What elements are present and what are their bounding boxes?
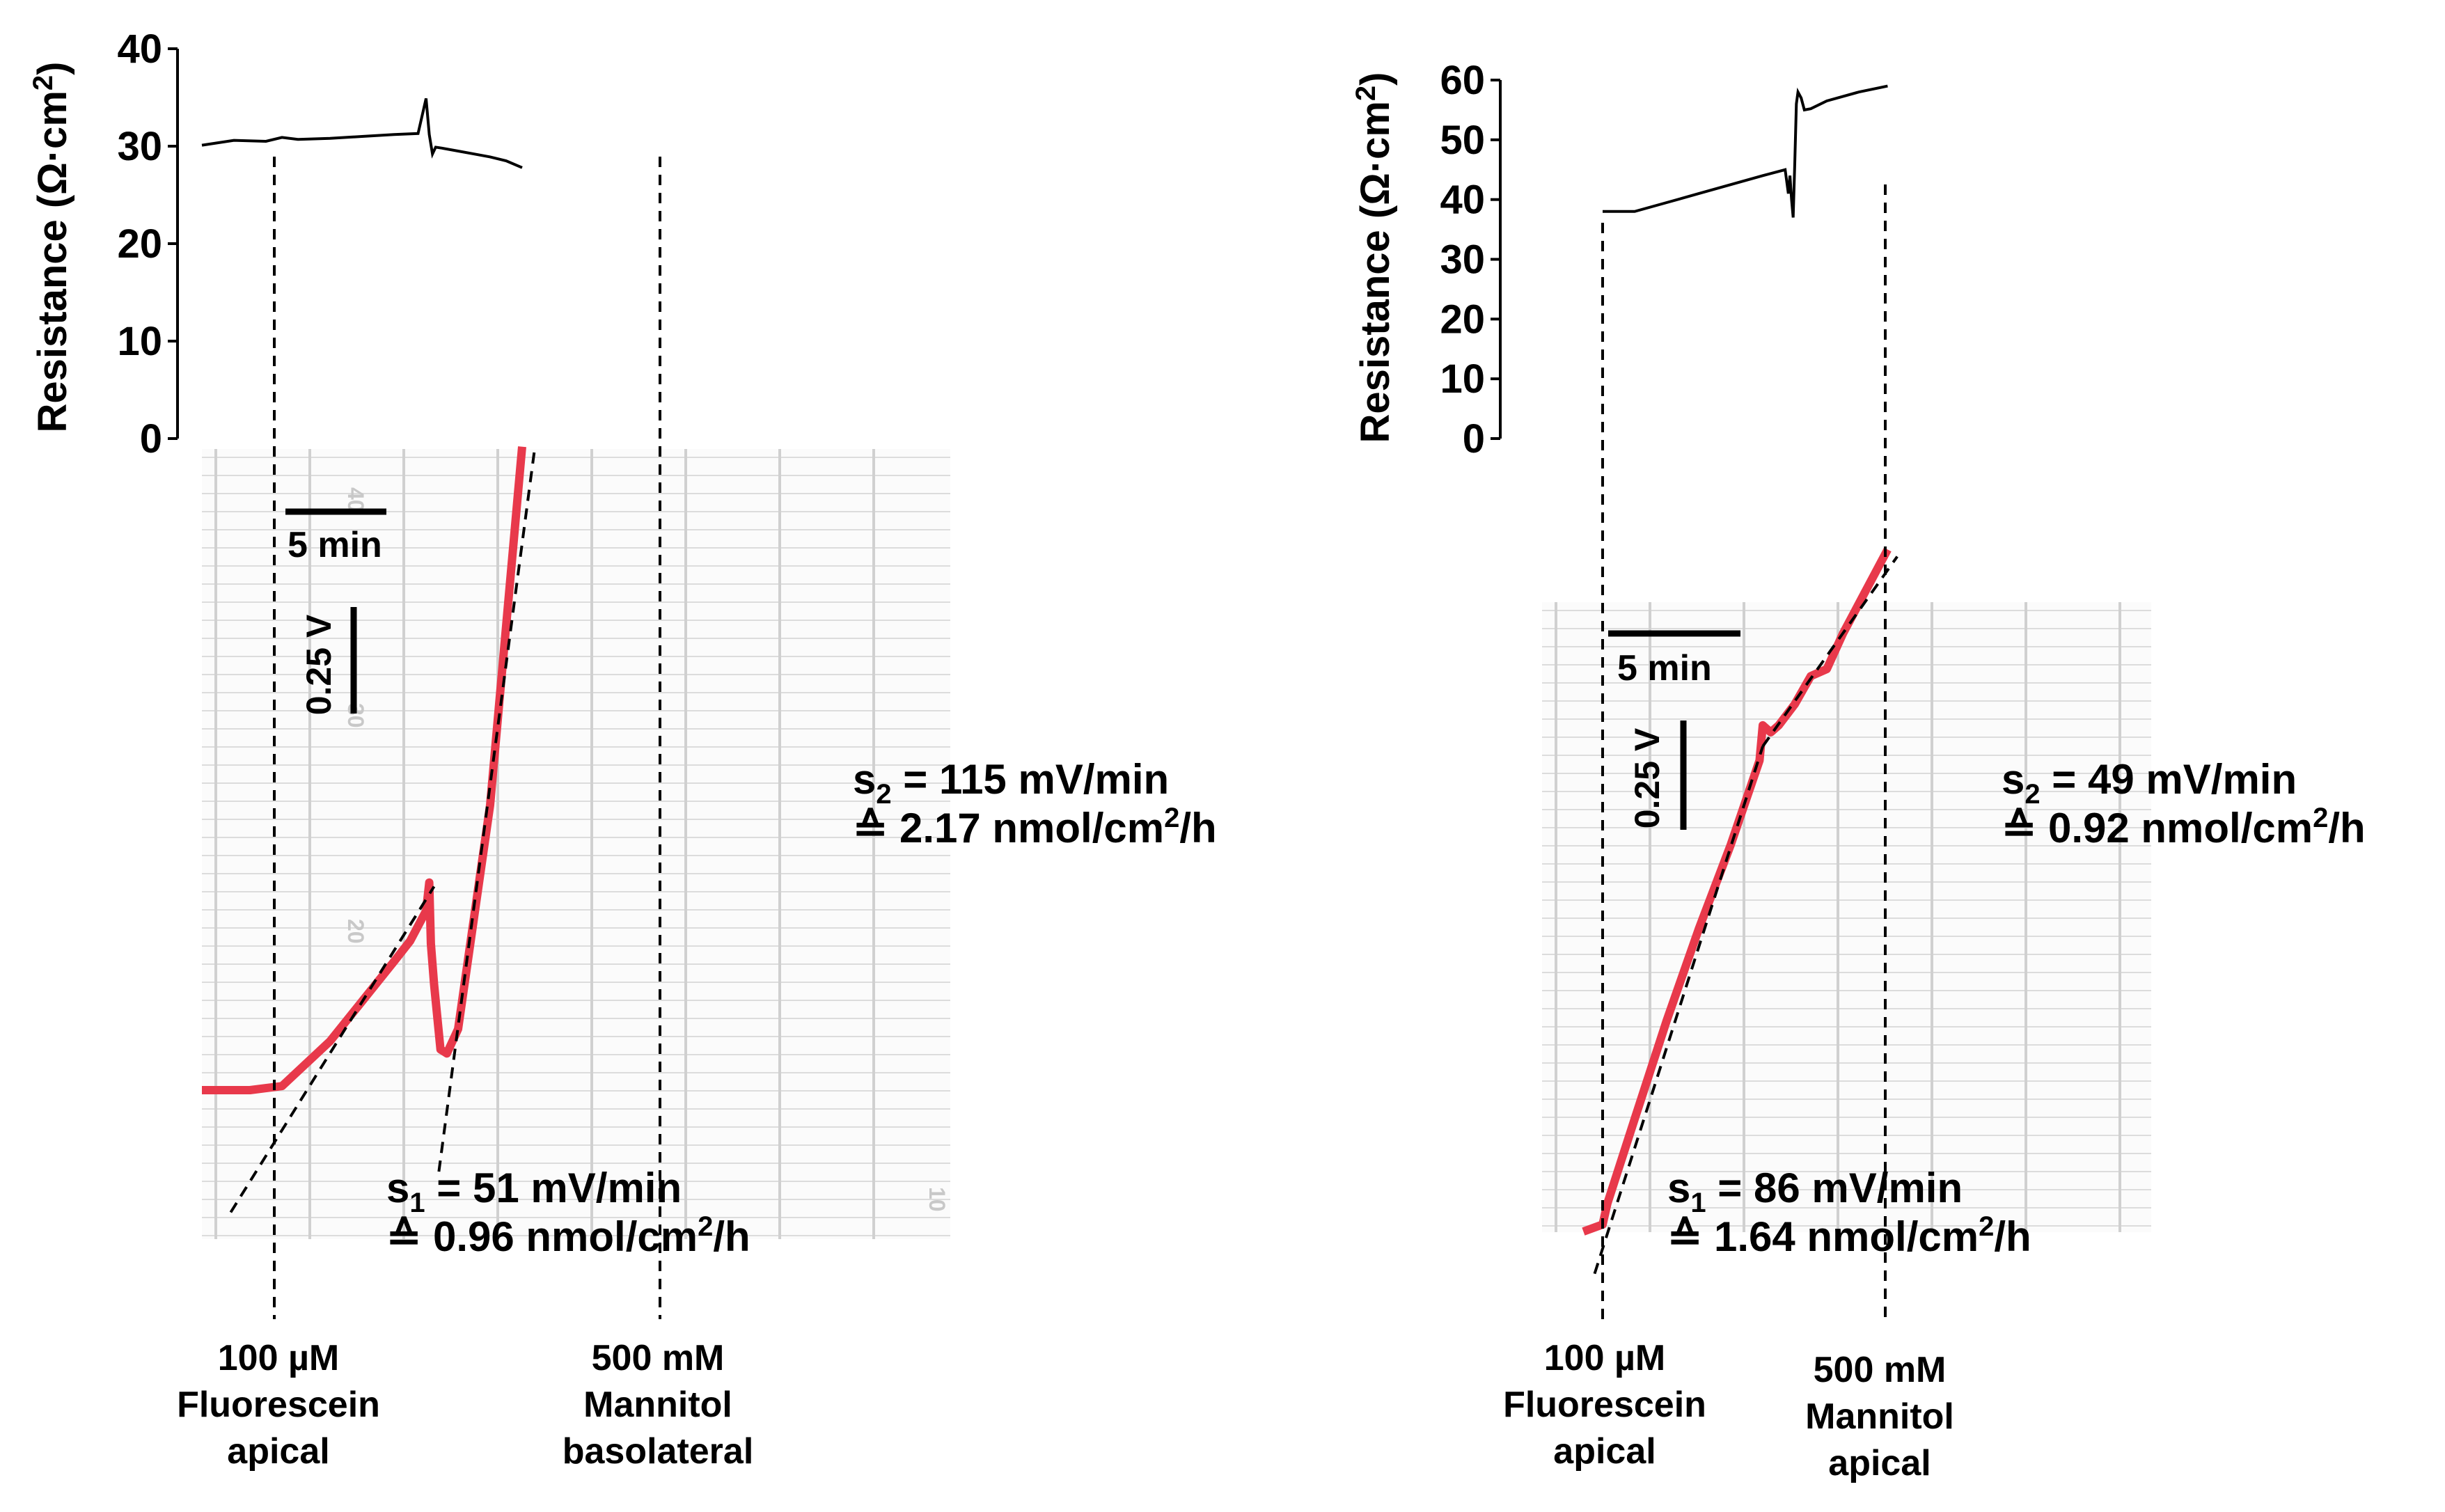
resistance-tick-label: 20	[1440, 297, 1485, 342]
marker-label-line: apical	[1553, 1431, 1656, 1472]
right-slope-s1: s1 = 86 mV/min	[1667, 1165, 1963, 1218]
right-fluorescence-trace	[1582, 547, 1892, 1236]
right-marker-label-fluorescein: 100 µM Fluorescein apical	[1503, 1338, 1706, 1472]
left-grid-mark: 10	[925, 1187, 950, 1212]
right-resistance-ticks: 0 10 20 30 40 50 60	[1440, 58, 1500, 462]
right-resistance-axis-label: Resistance (Ω·cm2)	[1351, 72, 1398, 443]
marker-label-line: apical	[227, 1431, 329, 1472]
marker-label-line: 100 µM	[218, 1338, 339, 1378]
resistance-tick-label: 10	[117, 319, 162, 364]
marker-label-line: 100 µM	[1544, 1338, 1665, 1378]
left-chart-paper	[202, 449, 950, 1239]
marker-label-line: Mannitol	[1805, 1396, 1954, 1437]
left-slope-s2: s2 = 115 mV/min	[853, 756, 1169, 810]
right-voltage-scale-label: 0.25 V	[1628, 727, 1667, 828]
resistance-tick-label: 0	[1463, 416, 1485, 462]
right-panel: 0 10 20 30 40 50 60 Resistance (Ω·cm2) 5 min 0…	[1351, 58, 2366, 1483]
left-resistance-axis-label: Resistance (Ω·cm2)	[28, 62, 75, 433]
right-time-scale-label: 5 min	[1617, 648, 1712, 688]
resistance-tick-label: 20	[117, 221, 162, 267]
left-slope-s1-flux: ≙ 0.96 nmol/cm2/h	[386, 1211, 750, 1260]
resistance-tick-label: 50	[1440, 118, 1485, 163]
marker-label-line: Fluorescein	[177, 1385, 380, 1425]
resistance-tick-label: 60	[1440, 58, 1485, 103]
marker-label-line: Fluorescein	[1503, 1385, 1706, 1425]
left-marker-label-fluorescein: 100 µM Fluorescein apical	[177, 1338, 380, 1472]
resistance-tick-label: 40	[1440, 178, 1485, 223]
left-fit-line-s2	[437, 446, 537, 1172]
left-resistance-ticks: 0 10 20 30 40	[117, 26, 178, 462]
resistance-tick-label: 10	[1440, 356, 1485, 402]
right-slope-s1-flux: ≙ 1.64 nmol/cm2/h	[1667, 1211, 2031, 1260]
left-slope-s1: s1 = 51 mV/min	[386, 1165, 682, 1218]
left-voltage-scale-label: 0.25 V	[299, 614, 338, 715]
right-chart-grid	[1542, 602, 2151, 1232]
right-resistance-trace	[1603, 84, 1888, 218]
right-fit-line-s1	[1593, 746, 1764, 1275]
left-marker-label-mannitol: 500 mM Mannitol basolateral	[563, 1338, 754, 1472]
left-time-scale-label: 5 min	[288, 525, 382, 565]
right-fit-line-s2	[1761, 556, 1898, 748]
left-grid-mark: 40	[343, 487, 368, 512]
marker-label-line: Mannitol	[583, 1385, 732, 1425]
left-chart-grid	[202, 449, 950, 1239]
right-slope-s2: s2 = 49 mV/min	[2002, 756, 2297, 810]
left-fluorescence-trace	[202, 446, 526, 1094]
marker-label-line: basolateral	[563, 1431, 754, 1472]
marker-label-line: apical	[1828, 1443, 1931, 1483]
right-chart-paper	[1542, 602, 2151, 1232]
marker-label-line: 500 mM	[592, 1338, 725, 1378]
right-marker-label-mannitol: 500 mM Mannitol apical	[1805, 1350, 1954, 1483]
resistance-tick-label: 30	[117, 124, 162, 169]
resistance-tick-label: 0	[140, 416, 162, 462]
marker-label-line: 500 mM	[1814, 1350, 1947, 1390]
resistance-tick-label: 30	[1440, 237, 1485, 283]
resistance-tick-label: 40	[117, 26, 162, 72]
left-panel: 40 30 20 10 0 10 20 30 40 Resistance (Ω·cm2)…	[28, 26, 1217, 1472]
left-resistance-trace	[201, 97, 523, 169]
right-slope-s2-flux: ≙ 0.92 nmol/cm2/h	[2002, 803, 2366, 851]
left-fit-line-s1	[229, 885, 436, 1213]
left-slope-s2-flux: ≙ 2.17 nmol/cm2/h	[853, 803, 1217, 851]
left-grid-mark: 20	[343, 919, 368, 944]
